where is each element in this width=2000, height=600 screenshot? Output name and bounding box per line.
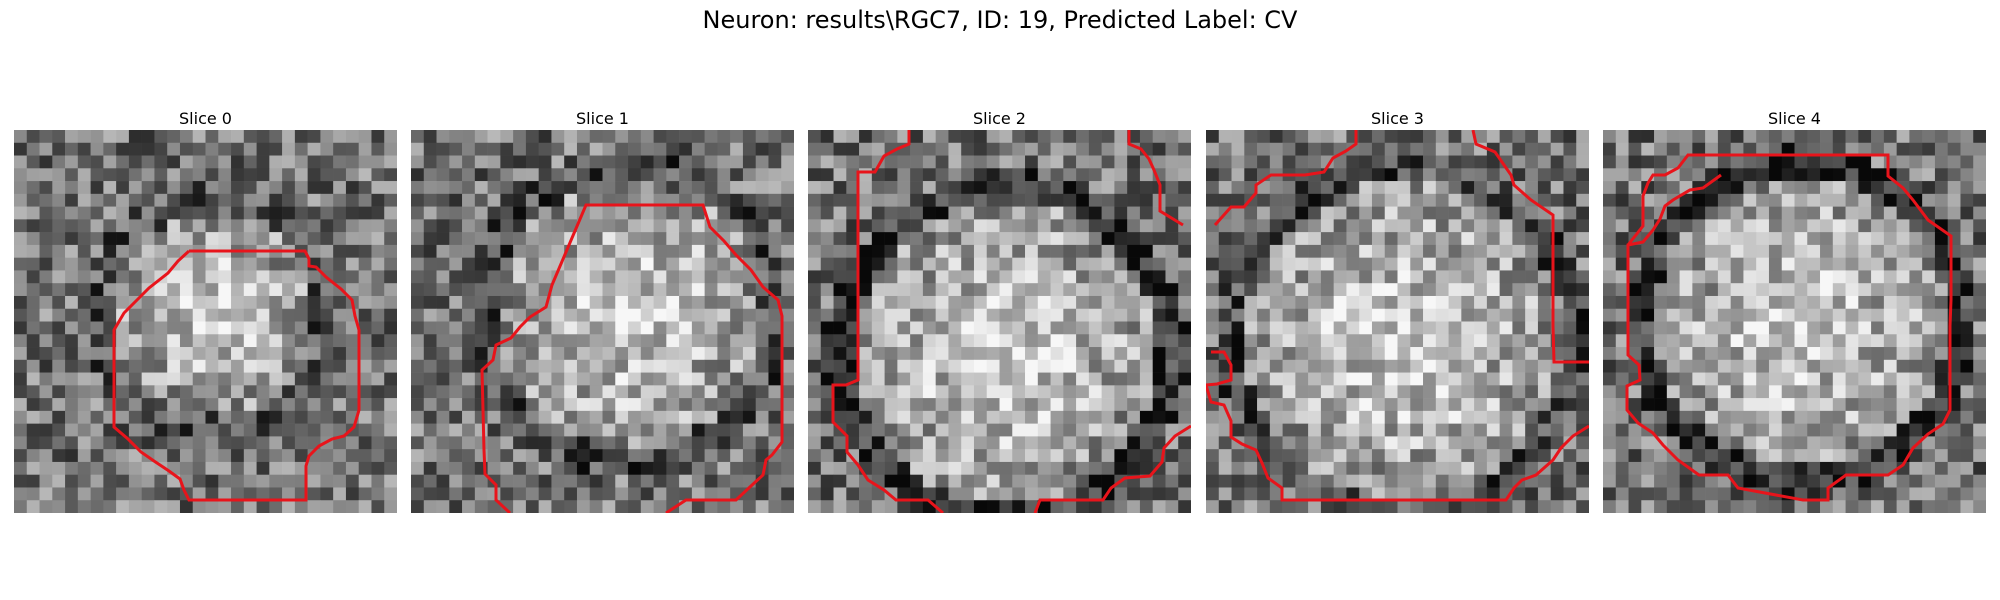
slice-panel-4: Slice 4 <box>1603 108 1986 513</box>
grayscale-pixels <box>1206 130 1589 513</box>
segmentation-contour <box>831 130 944 513</box>
slice-panel-0: Slice 0 <box>14 108 397 513</box>
slice-title-4: Slice 4 <box>1768 109 1821 128</box>
slice-title-3: Slice 3 <box>1371 109 1424 128</box>
slice-image-0 <box>14 130 397 513</box>
figure-title: Neuron: results\RGC7, ID: 19, Predicted … <box>702 6 1298 34</box>
slice-image-1 <box>411 130 794 513</box>
segmentation-contour <box>480 203 784 513</box>
slice-panel-3: Slice 3 <box>1206 108 1589 513</box>
segmentation-contour-right <box>1471 130 1589 364</box>
slice-panel-1: Slice 1 <box>411 108 794 513</box>
slice-title-0: Slice 0 <box>179 109 232 128</box>
slice-title-1: Slice 1 <box>576 109 629 128</box>
grayscale-pixels <box>1603 130 1986 513</box>
segmentation-contour <box>1625 153 1953 502</box>
slice-image-3 <box>1206 130 1589 513</box>
segmentation-contour-bottom <box>1033 424 1191 513</box>
segmentation-contour-bottom <box>1206 350 1589 502</box>
slice-image-2 <box>808 130 1191 513</box>
slice-image-4 <box>1603 130 1986 513</box>
grayscale-pixels <box>411 130 794 513</box>
segmentation-contour-right <box>1127 130 1184 227</box>
segmentation-contour <box>112 249 361 502</box>
grayscale-pixels <box>14 130 397 513</box>
segmentation-contour <box>1213 130 1358 226</box>
grayscale-pixels <box>808 130 1191 513</box>
slice-title-2: Slice 2 <box>973 109 1026 128</box>
slice-panel-2: Slice 2 <box>808 108 1191 513</box>
